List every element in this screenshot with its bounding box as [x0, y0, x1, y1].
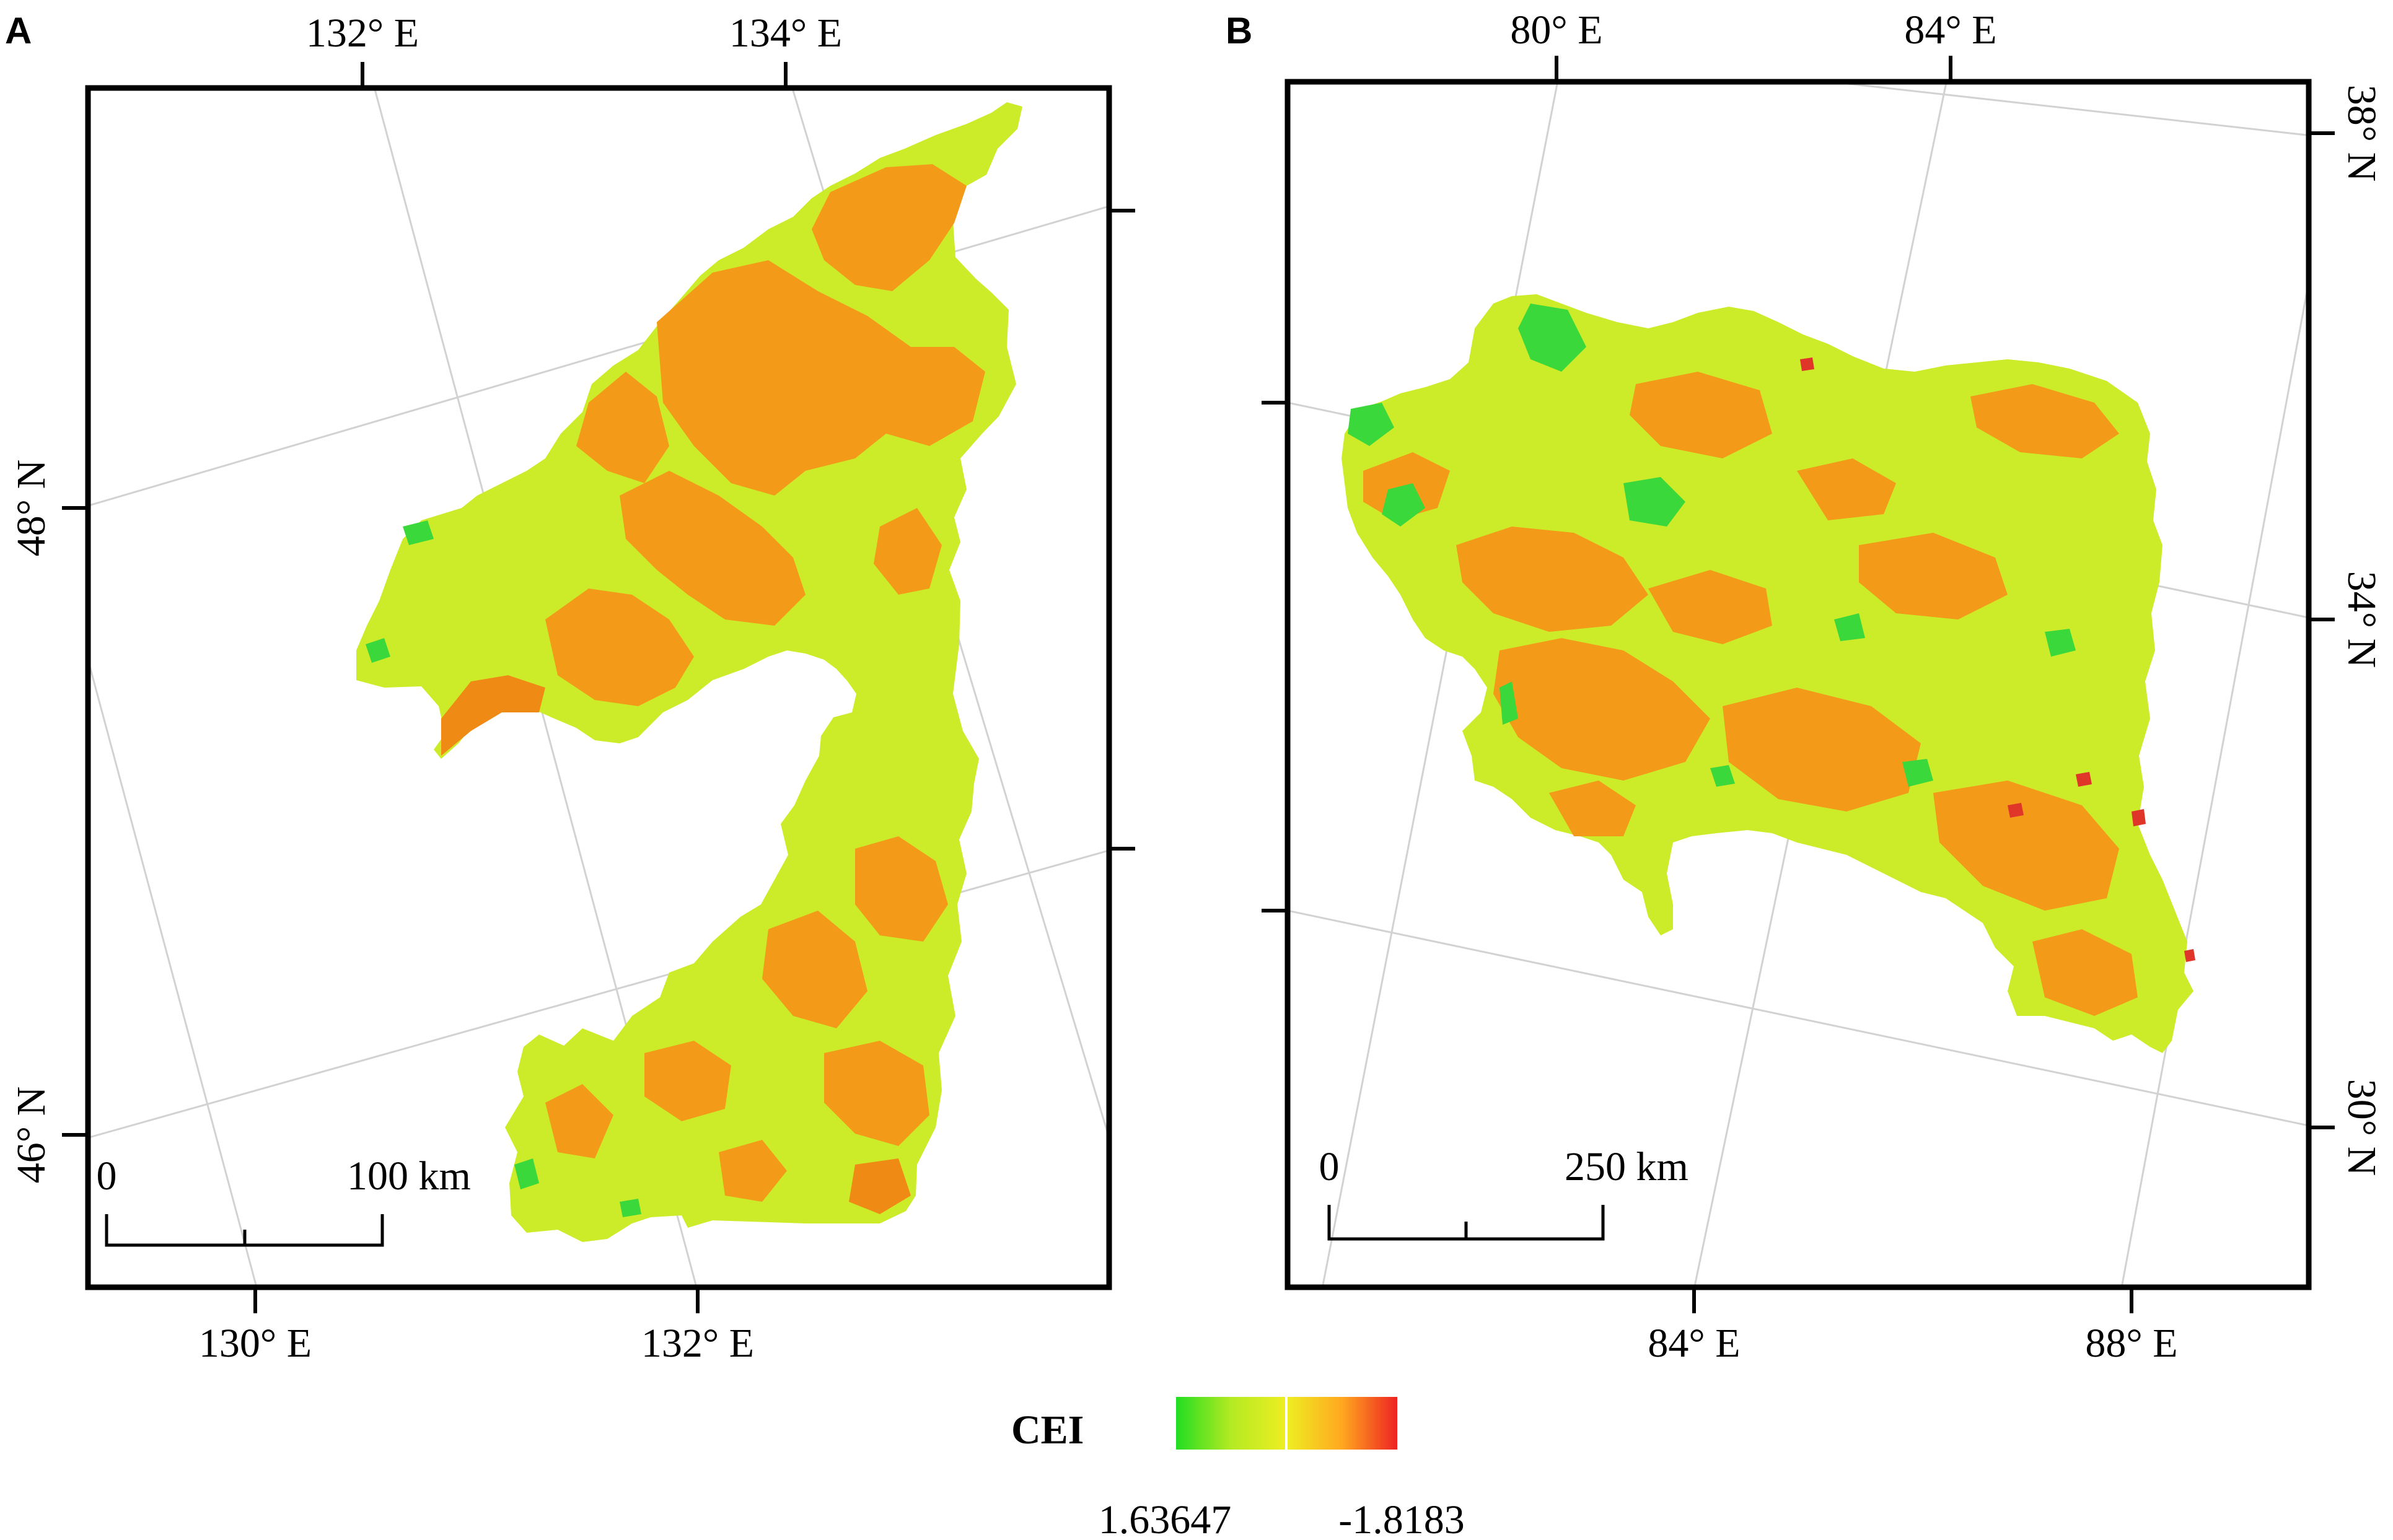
region-b-patch [2008, 803, 2024, 818]
region-b-patch [1797, 458, 1896, 520]
region-a-patch [620, 1199, 641, 1217]
right-label-b-3: 30° N [2339, 1079, 2384, 1176]
region-b-patch [1348, 403, 1394, 446]
region-b-patch [1800, 357, 1814, 371]
region-a-patch [644, 1041, 731, 1121]
region-b-patch [1723, 688, 1921, 812]
region-a-patch [514, 1158, 539, 1189]
bottom-label-a-2: 132° E [641, 1321, 754, 1366]
region-b-patch [1648, 570, 1772, 644]
region-b-patch [2045, 629, 2076, 657]
region-a-patch [403, 520, 434, 545]
region-b-patch [1933, 781, 2119, 911]
region-a-patch [545, 588, 694, 706]
top-label-a-2: 134° E [729, 11, 842, 56]
frame-ticks-b [1262, 56, 2335, 1313]
scale-bar-b: 0 250 km [1319, 1144, 1688, 1241]
left-label-a-2: 46° N [9, 1087, 54, 1184]
region-b-patch [1623, 477, 1685, 527]
region-a-patch [719, 1140, 787, 1202]
region-a [356, 102, 1022, 1242]
region-a-patch [657, 260, 985, 496]
map-frame-b [1284, 79, 2312, 1290]
region-a-patch [620, 471, 806, 626]
scale-zero-b: 0 [1319, 1144, 1340, 1189]
panel-a: A [5, 10, 1135, 1366]
legend-title: CEI [1011, 1407, 1084, 1453]
right-label-b-2: 34° N [2339, 571, 2384, 668]
panel-letter-a: A [5, 10, 32, 51]
right-label-b-1: 38° N [2339, 85, 2384, 182]
region-a-patch [576, 372, 669, 483]
region-b-patch [1834, 613, 1865, 641]
legend: CEI 1.63647 -1.8183 [1011, 1397, 1465, 1540]
region-a-patch [812, 164, 967, 291]
region-a-patch [762, 911, 867, 1028]
legend-max-label: -1.8183 [1338, 1497, 1464, 1540]
panel-b: B [1226, 7, 2384, 1366]
frame-ticks-a [62, 62, 1135, 1313]
region-b [1341, 294, 2195, 1053]
bottom-label-a-1: 130° E [199, 1321, 312, 1366]
top-label-b-1: 80° E [1510, 7, 1602, 53]
region-a-patch [545, 1084, 613, 1158]
region-b-patch [1549, 781, 1636, 836]
bottom-label-b-2: 88° E [2085, 1321, 2177, 1366]
region-b-patch [2032, 929, 2138, 1016]
panel-letter-b: B [1226, 10, 1252, 51]
region-a-patch [874, 508, 942, 595]
region-b-patch [1518, 304, 1586, 372]
region-a-patch [849, 1158, 911, 1214]
region-b-patch [1710, 765, 1735, 787]
region-a-patch [441, 675, 545, 756]
region-b-patch [1499, 681, 1518, 725]
legend-min-label: 1.63647 [1099, 1497, 1232, 1540]
region-b-patch [1902, 759, 1933, 787]
region-b-patch [1456, 527, 1648, 632]
top-label-a-1: 132° E [306, 11, 419, 56]
left-label-a-1: 48° N [9, 460, 54, 557]
region-b-patch [2076, 772, 2092, 787]
region-a-patch [366, 638, 390, 663]
region-b-patch [2132, 809, 2146, 826]
bottom-label-b-1: 84° E [1648, 1321, 1740, 1366]
region-a-patch [855, 836, 948, 942]
region-b-patch [1630, 372, 1772, 458]
scale-end-b: 250 km [1565, 1144, 1688, 1189]
scale-bar-a: 0 100 km [97, 1153, 471, 1247]
region-b-patch [1382, 483, 1425, 527]
region-b-patch [2184, 949, 2195, 962]
region-b-patch [1859, 533, 2008, 619]
region-b-patch [1493, 638, 1710, 781]
scale-end-a: 100 km [347, 1153, 471, 1199]
map-frame-a [85, 85, 1112, 1290]
scale-zero-a: 0 [97, 1153, 117, 1199]
region-a-patch [824, 1041, 929, 1146]
region-b-patch [1970, 384, 2119, 458]
top-label-b-2: 84° E [1904, 7, 1996, 53]
